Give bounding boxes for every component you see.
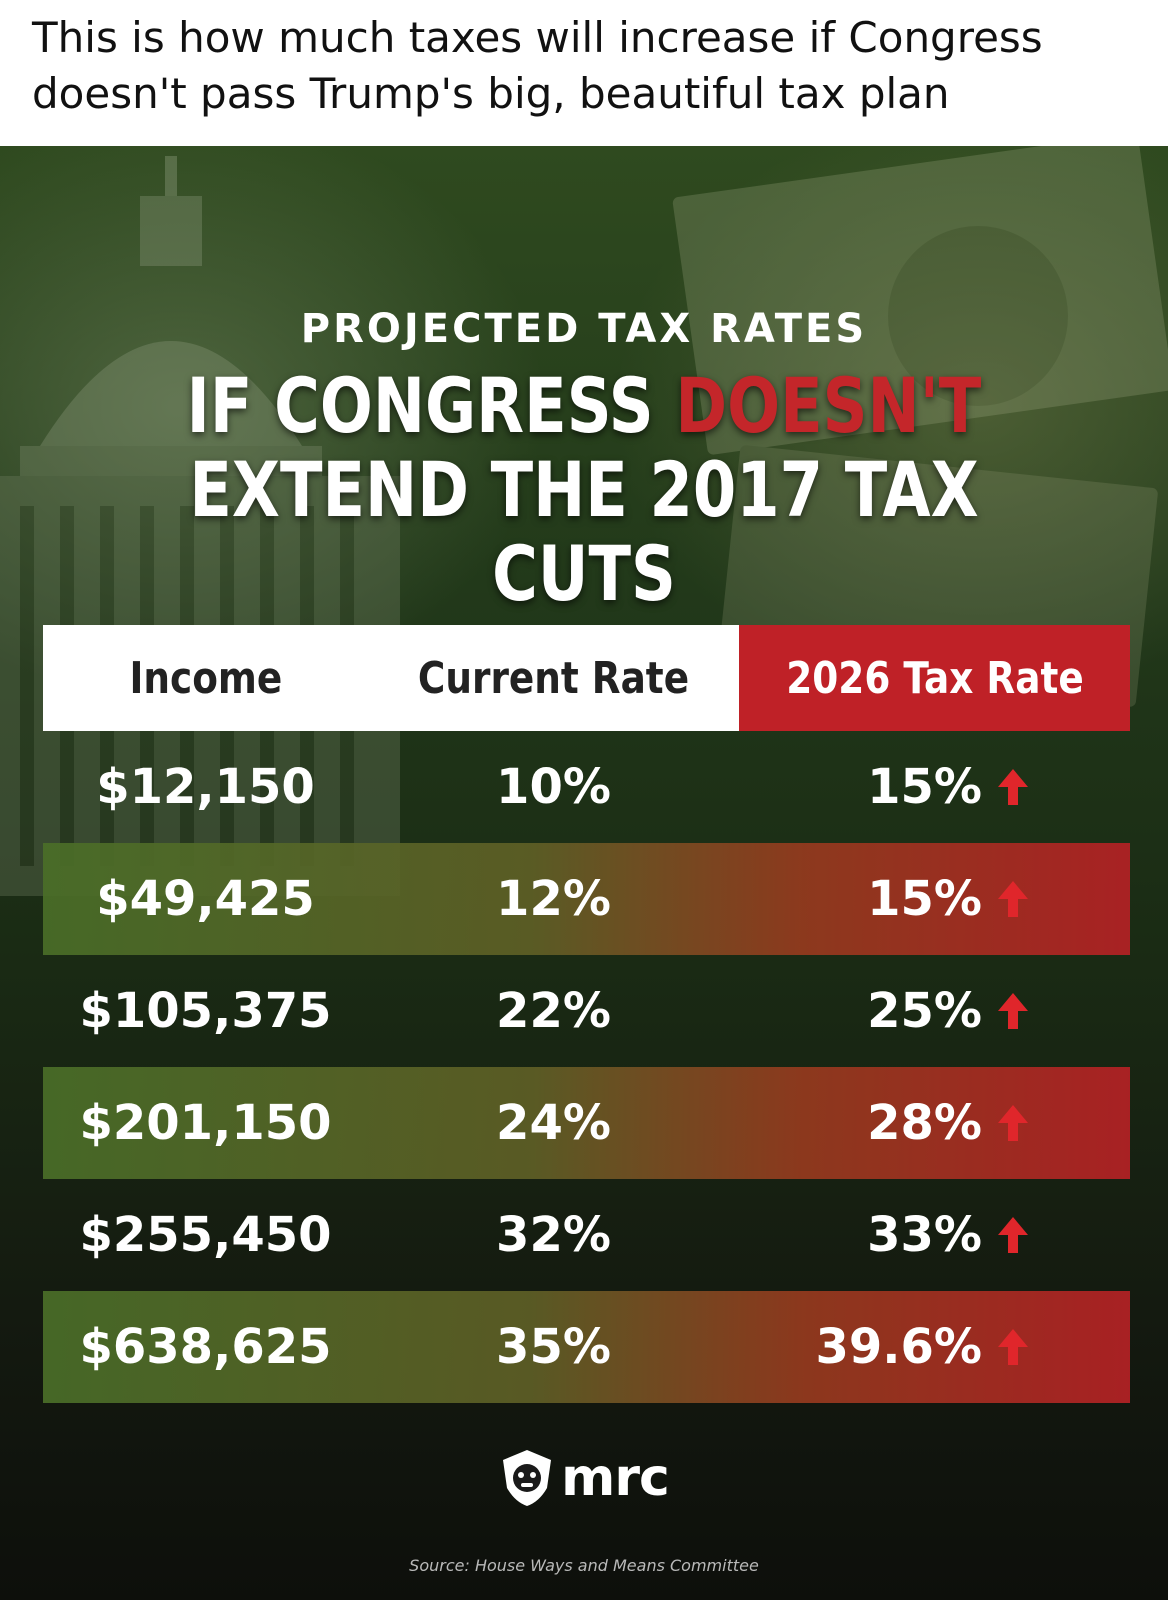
headline: IF CONGRESS DOESN'T EXTEND THE 2017 TAX … — [105, 364, 1063, 616]
arrow-up-icon — [998, 769, 1028, 805]
arrow-up-icon — [998, 993, 1028, 1029]
current-rate-cell: 35% — [496, 1319, 611, 1375]
income-cell: $255,450 — [79, 1207, 332, 1263]
header-income: Income — [43, 625, 368, 731]
header-current-rate: Current Rate — [368, 625, 739, 731]
current-rate-cell: 10% — [496, 759, 611, 815]
arrow-up-icon — [998, 1329, 1028, 1365]
headline-line-2: EXTEND THE 2017 TAX CUTS — [189, 445, 979, 618]
current-rate-cell: 12% — [496, 871, 611, 927]
current-rate-cell: 32% — [496, 1207, 611, 1263]
future-rate-cell: 33% — [739, 1207, 1130, 1263]
future-rate-cell: 28% — [739, 1095, 1130, 1151]
table-row: $255,450 32% 33% — [43, 1179, 1130, 1291]
header-2026-rate: 2026 Tax Rate — [739, 625, 1130, 731]
future-rate-cell: 15% — [739, 759, 1130, 815]
table-row: $105,375 22% 25% — [43, 955, 1130, 1067]
eyebrow-title: PROJECTED TAX RATES — [300, 306, 868, 352]
income-cell: $638,625 — [79, 1319, 332, 1375]
headline-part-1: IF CONGRESS — [186, 361, 676, 450]
caption-line-2: doesn't pass Trump's big, beautiful tax … — [32, 69, 950, 118]
table-row: $201,150 24% 28% — [43, 1067, 1130, 1179]
arrow-up-icon — [998, 881, 1028, 917]
arrow-up-icon — [998, 1105, 1028, 1141]
logo-text: mrc — [561, 1448, 670, 1508]
arrow-up-icon — [998, 1217, 1028, 1253]
headline-highlight: DOESN'T — [675, 361, 982, 450]
table-row: $49,425 12% 15% — [43, 843, 1130, 955]
table-row: $12,150 10% 15% — [43, 731, 1130, 843]
mrc-logo: mrc — [0, 1448, 1168, 1508]
source-note: Source: House Ways and Means Committee — [409, 1556, 759, 1575]
future-rate-cell: 39.6% — [739, 1319, 1130, 1375]
caption-line-1: This is how much taxes will increase if … — [32, 13, 1043, 62]
tax-rate-table: Income Current Rate 2026 Tax Rate $12,15… — [43, 625, 1130, 1403]
table-row: $638,625 35% 39.6% — [43, 1291, 1130, 1403]
post-caption: This is how much taxes will increase if … — [0, 0, 1168, 146]
income-cell: $49,425 — [96, 871, 315, 927]
income-cell: $105,375 — [79, 983, 332, 1039]
current-rate-cell: 22% — [496, 983, 611, 1039]
table-header: Income Current Rate 2026 Tax Rate — [43, 625, 1130, 731]
income-cell: $12,150 — [96, 759, 315, 815]
future-rate-cell: 15% — [739, 871, 1130, 927]
current-rate-cell: 24% — [496, 1095, 611, 1151]
income-cell: $201,150 — [79, 1095, 332, 1151]
infographic-image[interactable]: PROJECTED TAX RATES IF CONGRESS DOESN'T … — [0, 146, 1168, 1600]
future-rate-cell: 25% — [739, 983, 1130, 1039]
bulldog-shield-icon — [503, 1450, 552, 1506]
